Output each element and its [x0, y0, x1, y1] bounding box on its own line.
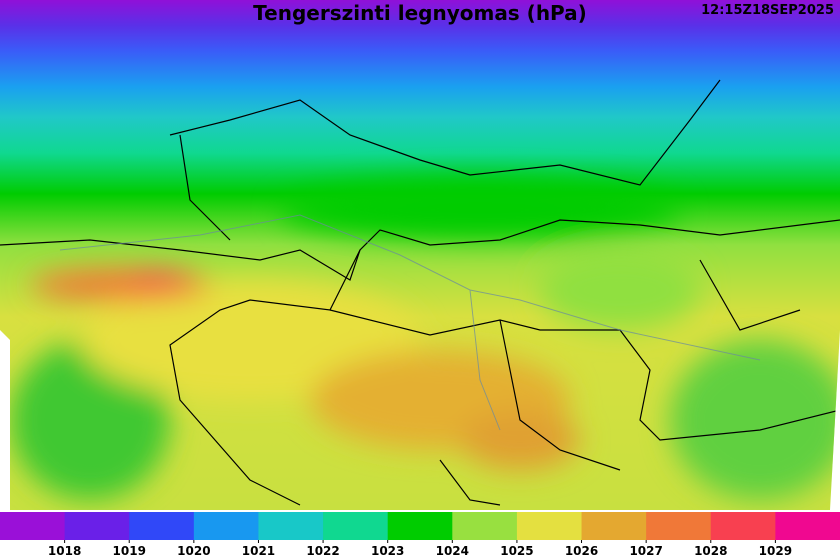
colorbar-tick-label: 1029 — [759, 544, 792, 558]
colorbar-segment — [387, 512, 453, 540]
map-title: Tengerszinti legnyomas (hPa) — [253, 1, 587, 25]
colorbar-segment — [581, 512, 647, 540]
colorbar-tick-label: 1026 — [565, 544, 598, 558]
colorbar: 1018 1019 1020 1021 1022 1023 1024 1025 1026 1027… — [0, 512, 840, 558]
colorbar-tick-label: 1019 — [113, 544, 146, 558]
colorbar-tick-label: 1020 — [177, 544, 210, 558]
colorbar-segment — [710, 512, 776, 540]
colorbar-segment — [64, 512, 130, 540]
colorbar-tick-label: 1025 — [500, 544, 533, 558]
colorbar-segment — [129, 512, 195, 540]
colorbar-tick-label: 1022 — [306, 544, 339, 558]
colorbar-tick-label: 1023 — [371, 544, 404, 558]
timestamp: 12:15Z18SEP2025 — [701, 3, 834, 18]
colorbar-segment — [0, 512, 66, 540]
colorbar-tick-label: 1027 — [629, 544, 662, 558]
colorbar-segment — [258, 512, 324, 540]
colorbar-segment — [193, 512, 259, 540]
colorbar-segment — [323, 512, 389, 540]
colorbar-segment — [452, 512, 518, 540]
colorbar-segment — [775, 512, 840, 540]
pressure-field — [0, 0, 840, 510]
colorbar-tick-label: 1024 — [436, 544, 469, 558]
colorbar-tick-label: 1028 — [694, 544, 727, 558]
colorbar-tick-label: 1018 — [48, 544, 81, 558]
colorbar-segment — [646, 512, 712, 540]
colorbar-segment — [516, 512, 583, 540]
colorbar-tick-label: 1021 — [242, 544, 275, 558]
